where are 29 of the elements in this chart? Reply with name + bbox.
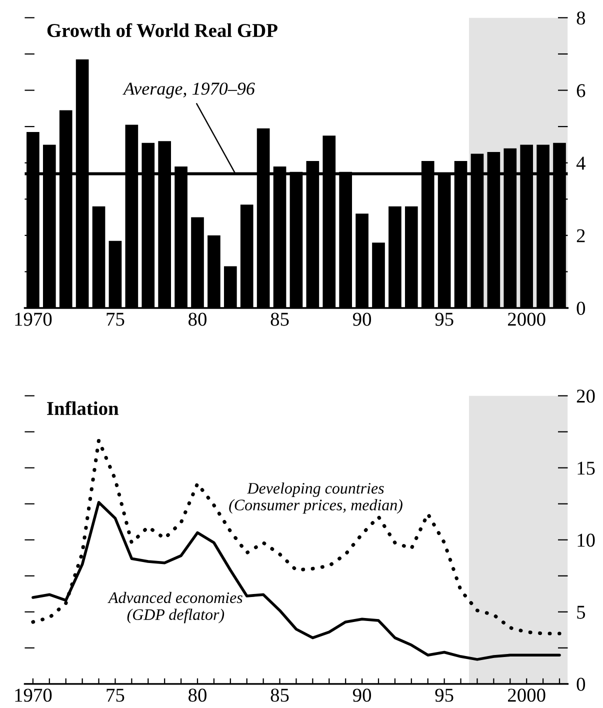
x-tick-label: 85: [270, 688, 289, 702]
y-tick-label: 15: [578, 462, 595, 475]
series-label: Developing countries (Consumer prices, median): [229, 482, 402, 514]
y-tick-label: 2: [576, 229, 585, 242]
x-tick-label: 90: [352, 688, 372, 702]
x-tick-label: 80: [188, 688, 206, 702]
x-tick-label: 75: [106, 688, 124, 702]
x-tick-label: 2000: [508, 312, 546, 326]
x-tick-label: 80: [188, 312, 206, 326]
x-tick-label: 95: [435, 312, 454, 326]
x-tick-label: 2000: [508, 688, 546, 702]
y-tick-label: 20: [576, 390, 595, 403]
y-tick-label: 10: [578, 534, 595, 547]
x-tick-label: 85: [270, 312, 289, 326]
chart-title: Growth of World Real GDP: [47, 23, 278, 38]
y-tick-label: 4: [576, 156, 586, 170]
y-tick-label: 5: [577, 606, 586, 619]
chart-title: Inflation: [47, 401, 119, 416]
y-tick-label: 8: [576, 12, 586, 25]
y-tick-label: 6: [576, 84, 586, 98]
x-tick-label: 95: [435, 688, 454, 702]
y-tick-label: 0: [576, 678, 586, 691]
y-tick-label: 0: [576, 302, 586, 315]
x-tick-label: 1970: [15, 688, 52, 702]
series-label: Advanced economies (GDP deflator): [108, 592, 242, 624]
x-tick-label: 75: [106, 312, 124, 326]
x-tick-label: 90: [352, 312, 372, 326]
x-tick-label: 1970: [15, 312, 52, 326]
ref-line-label: Average, 1970–96: [122, 82, 255, 98]
